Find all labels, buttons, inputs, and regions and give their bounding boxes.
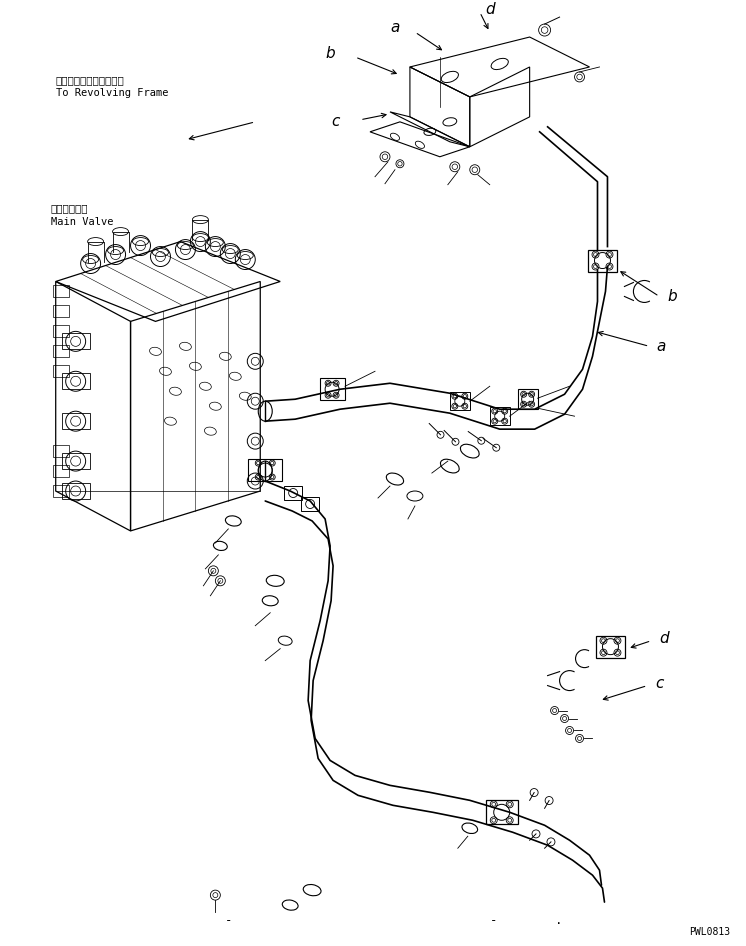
Text: PWL0813: PWL0813 xyxy=(689,927,730,937)
Bar xyxy=(301,497,319,511)
Bar xyxy=(62,453,90,469)
Text: メインバルブ: メインバルブ xyxy=(51,203,88,214)
Bar xyxy=(53,345,69,358)
Text: b: b xyxy=(668,289,677,304)
Bar xyxy=(62,333,90,349)
Text: To Revolving Frame: To Revolving Frame xyxy=(56,88,168,97)
Bar xyxy=(489,407,510,425)
Text: c: c xyxy=(656,676,664,692)
Text: d: d xyxy=(485,2,495,17)
Bar xyxy=(518,389,538,410)
Bar xyxy=(486,800,518,824)
Text: a: a xyxy=(391,20,400,35)
Text: d: d xyxy=(659,631,669,646)
Bar xyxy=(53,306,69,318)
Bar xyxy=(248,459,282,481)
Text: Main Valve: Main Valve xyxy=(51,217,113,227)
Text: -: - xyxy=(225,914,233,926)
Bar xyxy=(284,486,302,500)
Bar xyxy=(53,485,69,497)
Text: -: - xyxy=(489,914,498,926)
Text: .: . xyxy=(554,914,562,926)
Bar xyxy=(62,413,90,429)
Bar xyxy=(53,465,69,477)
Bar xyxy=(450,393,470,411)
Bar xyxy=(53,286,69,297)
Bar xyxy=(62,374,90,389)
Bar xyxy=(53,325,69,338)
Bar xyxy=(595,636,625,657)
Bar xyxy=(53,365,69,377)
Bar xyxy=(62,483,90,499)
Text: b: b xyxy=(325,46,335,61)
Text: a: a xyxy=(656,339,665,354)
Bar xyxy=(320,378,345,400)
Text: レボルビングフレームへ: レボルビングフレームへ xyxy=(56,75,125,85)
Text: c: c xyxy=(332,114,340,130)
Bar xyxy=(588,250,618,272)
Bar xyxy=(53,446,69,457)
